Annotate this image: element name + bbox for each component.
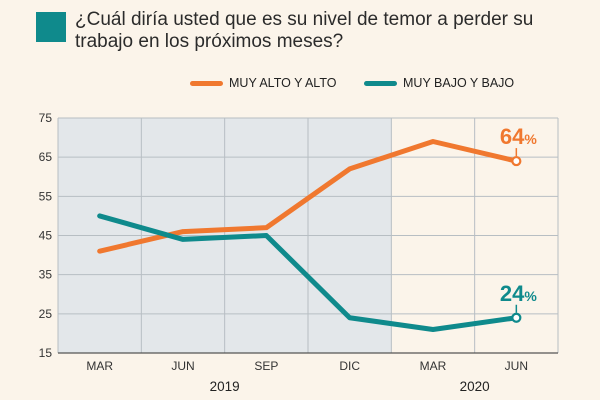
x-tick-label: DIC — [339, 359, 360, 373]
end-point-marker — [511, 155, 522, 167]
legend-item-high: MUY ALTO Y ALTO — [190, 76, 336, 90]
chart-title: ¿Cuál diría usted que es su nivel de tem… — [75, 9, 534, 52]
end-value-label: 24% — [500, 281, 537, 306]
title-marker — [36, 12, 66, 42]
legend-label-low: MUY BAJO Y BAJO — [403, 76, 515, 90]
y-tick-label: 45 — [39, 229, 53, 243]
x-tick-label: MAR — [86, 359, 113, 373]
series-line-1 — [97, 213, 519, 332]
legend-swatch-low — [364, 80, 397, 86]
end-value-label: 64% — [500, 124, 537, 149]
y-tick-label: 35 — [39, 268, 53, 282]
y-tick-label: 25 — [39, 307, 53, 321]
y-tick-label: 65 — [39, 150, 53, 164]
x-tick-label: JUN — [171, 359, 194, 373]
legend-swatch-high — [190, 80, 223, 86]
x-tick-label: MAR — [420, 359, 447, 373]
y-tick-label: 55 — [39, 189, 53, 203]
legend-item-low: MUY BAJO Y BAJO — [364, 76, 514, 90]
y-tick-label: 15 — [39, 346, 53, 360]
legend-label-high: MUY ALTO Y ALTO — [229, 76, 337, 90]
year-label: 2020 — [460, 379, 490, 394]
x-tick-label: SEP — [254, 359, 278, 373]
x-tick-label: JUN — [505, 359, 528, 373]
y-tick-label: 75 — [39, 111, 53, 125]
year-label: 2019 — [210, 379, 240, 394]
end-point-marker — [511, 312, 522, 323]
